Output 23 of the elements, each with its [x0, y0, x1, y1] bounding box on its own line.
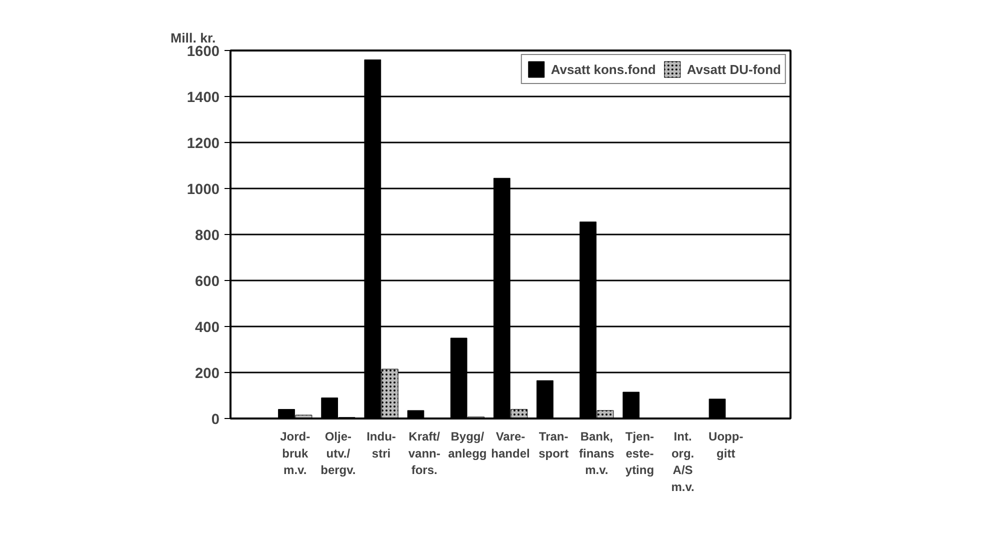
y-axis-title: Mill. kr.	[170, 30, 216, 46]
x-tick-label: Tran- sport	[538, 430, 569, 460]
x-tick-label: Bygg/ anlegg	[448, 430, 487, 460]
x-tick-label: Olje- utv./ bergv.	[320, 430, 356, 478]
y-tick-label: 1600	[186, 44, 220, 60]
y-tick-label: 1200	[186, 136, 220, 152]
y-tick-label: 1000	[186, 182, 220, 198]
legend-label: Avsatt DU-fond	[686, 62, 781, 76]
y-tick-label: 1400	[186, 90, 220, 106]
legend-label: Avsatt kons.fond	[550, 62, 656, 76]
y-tick-label: 200	[195, 366, 220, 382]
x-tick-label: Int. org. A/S m.v.	[671, 430, 694, 494]
y-tick-label: 400	[195, 320, 220, 336]
x-tick-label: Kraft/ vann- fors.	[408, 430, 441, 478]
x-tick-label: Tjen- este- yting	[625, 430, 654, 478]
y-tick-label: 800	[195, 228, 220, 244]
x-tick-label: Indu- stri	[366, 430, 396, 460]
y-tick-label: 600	[195, 274, 220, 290]
x-tick-label: Uopp- gitt	[708, 430, 744, 460]
x-tick-label: Jord- bruk m.v.	[280, 430, 310, 478]
y-tick-label: 0	[211, 412, 220, 428]
x-tick-label: Bank, finans m.v.	[578, 430, 615, 478]
x-tick-label: Vare- handel	[491, 430, 530, 460]
